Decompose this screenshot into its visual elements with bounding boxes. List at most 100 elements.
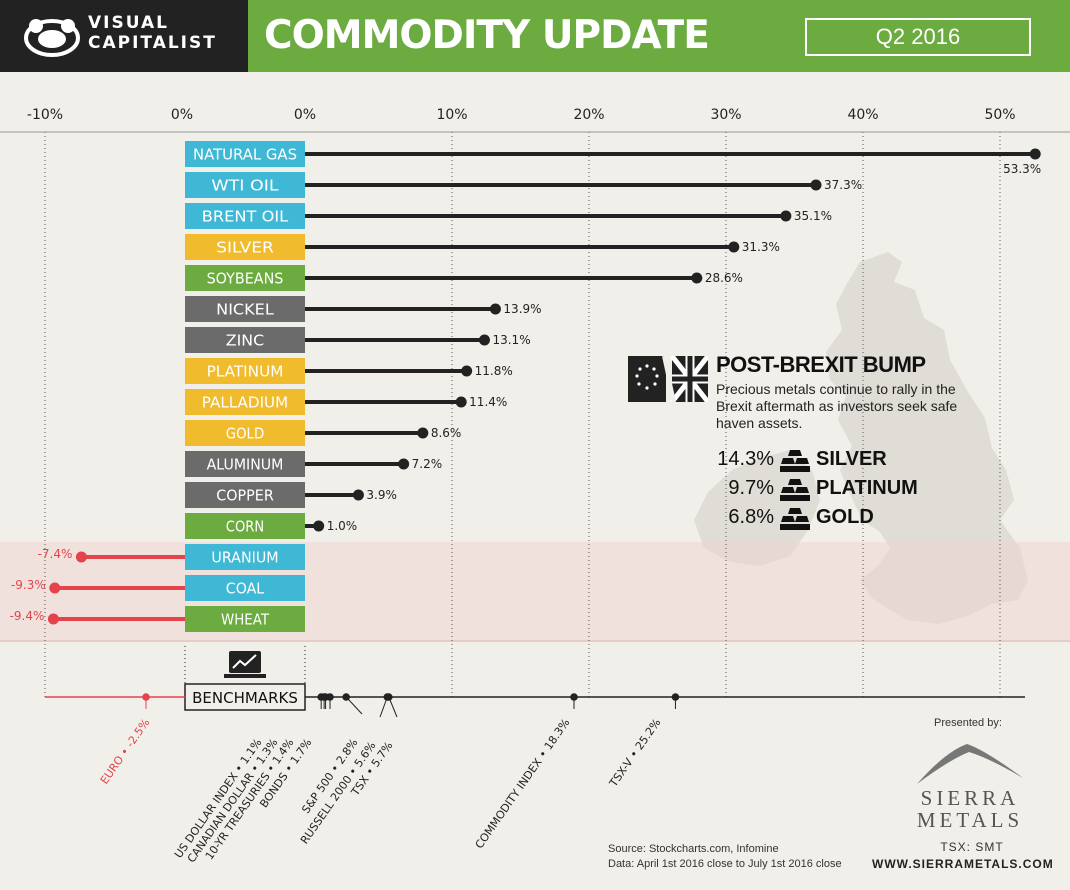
category-label-box (185, 389, 305, 415)
x-tick-label: 0% (294, 107, 316, 123)
bars: NATURAL GAS 53.3% WTI OIL 37.3% BRENT OIL 35.… (10, 141, 1041, 632)
category-label-box (185, 203, 305, 229)
brexit-item-silver: 14.3% SILVER (698, 448, 958, 474)
x-tick-label: 20% (573, 107, 604, 123)
bar-dot (398, 458, 410, 470)
category-label: NICKEL (216, 301, 274, 319)
bar-dot (478, 334, 490, 346)
gold-bars-icon (780, 479, 810, 501)
bar-dot (1029, 148, 1041, 160)
benchmark-label: COMMODITY INDEX • 18.3% (473, 716, 573, 851)
bar-dot (461, 365, 473, 377)
category-label: NATURAL GAS (193, 146, 297, 164)
x-tick-label: 40% (847, 107, 878, 123)
bar-dot (417, 427, 429, 439)
brexit-pct: 6.8% (728, 506, 774, 528)
x-tick-label: 10% (436, 107, 467, 123)
value-label: -7.4% (38, 547, 73, 561)
brand-mark-icon (24, 19, 80, 57)
category-label-box (185, 606, 305, 632)
category-label: CORN (226, 518, 264, 536)
value-label: -9.3% (11, 578, 46, 592)
category-label: WTI OIL (211, 177, 279, 195)
bar-dot (75, 551, 87, 563)
header: VISUAL CAPITALIST COMMODITY UPDATE Q2 20… (0, 0, 1070, 72)
gold-bars-icon (780, 508, 810, 530)
benchmark-leader (345, 696, 363, 715)
brexit-name: GOLD (816, 506, 874, 528)
benchmark-label: TSX-V • 25.2% (606, 716, 663, 790)
brexit-name: SILVER (816, 448, 887, 470)
brexit-item-gold: 6.8% GOLD (698, 506, 958, 532)
sponsor-website: WWW.SIERRAMETALS.COM (872, 857, 1054, 871)
benchmark-leader (379, 696, 388, 718)
category-label: URANIUM (211, 549, 278, 567)
category-label-box (185, 420, 305, 446)
brexit-pct: 14.3% (717, 448, 774, 470)
bar-dot (780, 210, 792, 222)
category-label: PLATINUM (207, 363, 284, 381)
value-label: -9.4% (10, 609, 45, 623)
bar-dot (352, 489, 364, 501)
chart-background (0, 252, 1070, 642)
eu-uk-flag-icon (628, 356, 708, 402)
category-label-box (185, 265, 305, 291)
x-tick-label: 50% (984, 107, 1015, 123)
value-label: 28.6% (705, 271, 743, 285)
category-label-box (185, 327, 305, 353)
category-label-box (185, 482, 305, 508)
sponsor-name: SIERRA METALS (912, 787, 1028, 831)
value-label: 7.2% (412, 457, 443, 471)
value-label: 31.3% (742, 240, 780, 254)
category-label: COAL (226, 580, 265, 598)
callout-title: POST-BREXIT BUMP (716, 352, 926, 377)
category-label: COPPER (216, 487, 274, 505)
value-label: 11.4% (469, 395, 507, 409)
brexit-item-platinum: 9.7% PLATINUM (698, 477, 958, 503)
brand-line-2: CAPITALIST (88, 33, 217, 53)
category-label-box (185, 513, 305, 539)
category-label-box (185, 172, 305, 198)
benchmarks-label: BENCHMARKS (192, 689, 298, 707)
sponsor-line-1: SIERRA (920, 786, 1020, 810)
category-label: WHEAT (221, 611, 270, 629)
bar-dot (810, 179, 822, 191)
sponsor-ticker: TSX: SMT (940, 840, 1004, 854)
bar-dot (455, 396, 467, 408)
value-label: 35.1% (794, 209, 832, 223)
title-bar (248, 0, 1070, 72)
category-label-box (185, 451, 305, 477)
laptop-base (224, 674, 266, 678)
bar-dot (691, 272, 703, 284)
bar-dot (728, 241, 740, 253)
value-label: 1.0% (327, 519, 358, 533)
callout-body: Precious metals continue to rally in the… (716, 381, 958, 431)
brexit-pct: 9.7% (728, 477, 774, 499)
x-tick-label: 0% (171, 107, 193, 123)
value-label: 53.3% (1003, 162, 1041, 176)
page-title: COMMODITY UPDATE (264, 13, 710, 58)
sponsor-line-2: METALS (916, 808, 1024, 832)
benchmark-label: EURO • -2.5% (98, 716, 153, 786)
brexit-name: PLATINUM (816, 477, 918, 499)
category-label: BRENT OIL (202, 208, 289, 226)
laptop-chart-icon (224, 651, 266, 678)
category-label-box (185, 296, 305, 322)
category-label-box (185, 575, 305, 601)
bar-dot (47, 613, 59, 625)
brand-logo: VISUAL CAPITALIST (0, 0, 248, 72)
bar-dot (489, 303, 501, 315)
category-label-box (185, 141, 305, 167)
value-label: 37.3% (824, 178, 862, 192)
presented-by-label: Presented by: (934, 717, 1002, 729)
bar-dot (313, 520, 325, 532)
benchmark-leader (388, 696, 398, 718)
source-note: Source: Stockcharts.com, Infomine Data: … (608, 842, 842, 872)
uk-map-silhouette (826, 252, 1028, 624)
source-line: Source: Stockcharts.com, Infomine (608, 843, 779, 855)
category-label: GOLD (226, 425, 264, 443)
x-axis-ticks: -10% 0% 0% 10% 20% 30% 40% 50% (0, 107, 1070, 133)
bar-dot (49, 582, 61, 594)
